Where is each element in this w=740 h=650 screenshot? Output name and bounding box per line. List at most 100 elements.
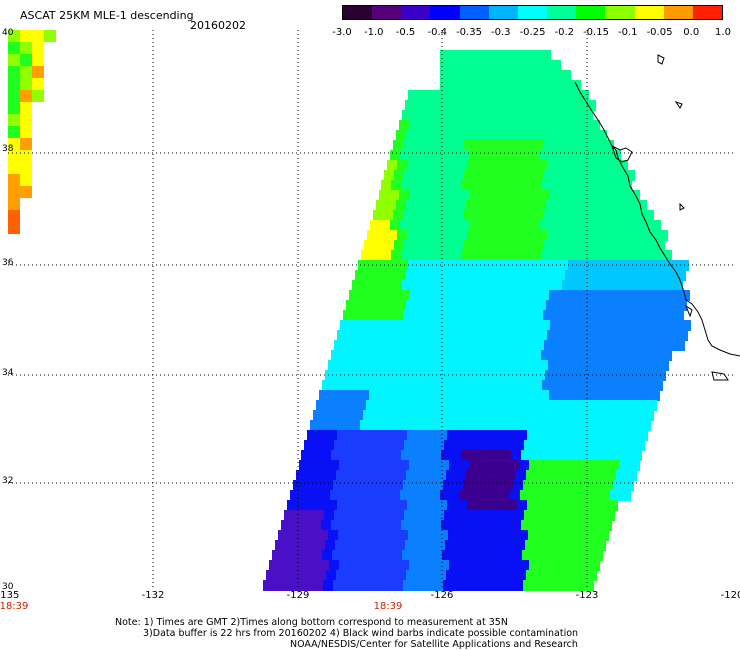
swath-cell bbox=[560, 150, 571, 161]
swath-cell bbox=[319, 560, 330, 571]
swath-cell bbox=[404, 440, 415, 451]
swath-cell bbox=[497, 500, 508, 511]
swath-cell bbox=[470, 420, 481, 431]
swath-cell bbox=[553, 140, 564, 151]
swath-cell bbox=[521, 250, 532, 261]
swath-cell bbox=[402, 280, 413, 291]
swath-cell bbox=[390, 320, 401, 331]
swath-cell bbox=[435, 100, 446, 111]
swath-cell bbox=[583, 140, 594, 151]
swath-cell bbox=[496, 130, 507, 141]
swath-cell bbox=[32, 90, 44, 102]
swath-cell bbox=[341, 450, 352, 461]
swath-cell bbox=[507, 330, 518, 341]
swath-cell bbox=[595, 540, 606, 551]
swath-cell bbox=[561, 350, 572, 361]
swath-cell bbox=[497, 430, 508, 441]
swath-cell bbox=[372, 550, 383, 561]
swath-cell bbox=[412, 380, 423, 391]
swath-cell bbox=[520, 80, 531, 91]
swath-cell bbox=[407, 330, 418, 341]
swath-cell bbox=[509, 390, 520, 401]
swath-cell bbox=[581, 180, 592, 191]
swath-cell bbox=[560, 490, 571, 501]
swath-cell bbox=[555, 540, 566, 551]
swath-cell bbox=[506, 130, 517, 141]
swath-cell bbox=[416, 300, 427, 311]
swath-cell bbox=[499, 390, 510, 401]
swath-cell bbox=[476, 400, 487, 411]
swath-cell bbox=[380, 220, 391, 231]
swath-cell bbox=[305, 540, 316, 551]
swath-cell bbox=[528, 530, 539, 541]
swath-cell bbox=[560, 220, 571, 231]
swath-cell bbox=[473, 310, 484, 321]
swath-cell bbox=[389, 560, 400, 571]
swath-cell bbox=[518, 530, 529, 541]
swath-cell bbox=[396, 570, 407, 581]
swath-cell bbox=[414, 340, 425, 351]
swath-cell bbox=[645, 270, 656, 281]
swath-cell bbox=[421, 350, 432, 361]
swath-cell bbox=[400, 150, 411, 161]
swath-cell bbox=[565, 100, 576, 111]
swath-cell bbox=[538, 360, 549, 371]
swath-cell bbox=[577, 330, 588, 341]
swath-cell bbox=[628, 360, 639, 371]
swath-cell bbox=[410, 220, 421, 231]
swath-cell bbox=[319, 390, 330, 401]
color-scale-segment bbox=[343, 6, 373, 19]
swath-cell bbox=[441, 450, 452, 461]
swath-cell bbox=[499, 120, 510, 131]
swath-cell bbox=[522, 280, 533, 291]
swath-cell bbox=[555, 100, 566, 111]
swath-cell bbox=[462, 280, 473, 291]
swath-cell bbox=[402, 550, 413, 561]
y-axis-tick-label: 36 bbox=[2, 258, 14, 268]
swath-cell bbox=[490, 220, 501, 231]
swath-cell bbox=[613, 410, 624, 421]
swath-cell bbox=[421, 520, 432, 531]
swath-cell bbox=[584, 340, 595, 351]
swath-cell bbox=[363, 480, 374, 491]
swath-cell bbox=[479, 560, 490, 571]
swath-cell bbox=[331, 350, 342, 361]
swath-cell bbox=[588, 360, 599, 371]
swath-cell bbox=[575, 100, 586, 111]
swath-cell bbox=[263, 580, 274, 591]
swath-cell bbox=[491, 450, 502, 461]
swath-cell bbox=[371, 450, 382, 461]
swath-cell bbox=[422, 110, 433, 121]
swath-cell bbox=[441, 520, 452, 531]
swath-cell bbox=[437, 430, 448, 441]
swath-cell bbox=[398, 260, 409, 271]
swath-cell bbox=[604, 510, 615, 521]
swath-cell bbox=[358, 530, 369, 541]
swath-cell bbox=[424, 240, 435, 251]
swath-cell bbox=[513, 580, 524, 591]
swath-cell bbox=[570, 320, 581, 331]
swath-cell bbox=[554, 170, 565, 181]
swath-cell bbox=[480, 60, 491, 71]
swath-cell bbox=[641, 350, 652, 361]
swath-cell bbox=[520, 60, 531, 71]
swath-cell bbox=[449, 560, 460, 571]
swath-cell bbox=[565, 270, 576, 281]
swath-cell bbox=[506, 470, 517, 481]
swath-cell bbox=[592, 550, 603, 561]
swath-cell bbox=[432, 280, 443, 291]
swath-cell bbox=[486, 130, 497, 141]
swath-cell bbox=[350, 490, 361, 501]
swath-cell bbox=[413, 210, 424, 221]
swath-cell bbox=[616, 470, 627, 481]
color-scale-tick-label: -0.25 bbox=[519, 27, 546, 38]
swath-cell bbox=[292, 550, 303, 561]
swath-cell bbox=[546, 400, 557, 411]
swath-cell bbox=[622, 380, 633, 391]
swath-cell bbox=[467, 230, 478, 241]
color-scale-segment bbox=[401, 6, 431, 19]
swath-cell bbox=[586, 470, 597, 481]
swath-cell bbox=[319, 460, 330, 471]
swath-cell bbox=[516, 400, 527, 411]
swath-cell bbox=[610, 420, 621, 431]
